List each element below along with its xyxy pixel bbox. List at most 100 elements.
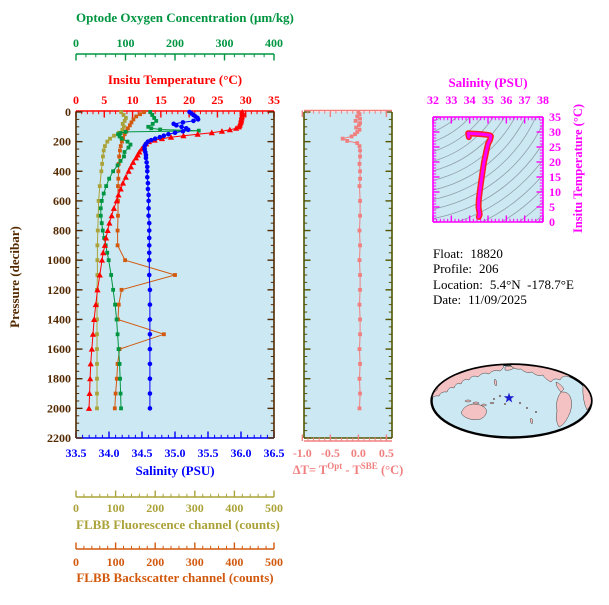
oxygen-series (98, 110, 201, 411)
float-location-star (503, 392, 515, 403)
svg-text:200: 200 (166, 36, 184, 50)
fluorescence-axis-title: FLBB Fluorescence channel (counts) (76, 517, 280, 532)
fluorescence-axis: 0 100 200 300 400 500 (73, 490, 283, 515)
svg-text:500: 500 (265, 555, 283, 569)
svg-text:33: 33 (445, 93, 457, 107)
float-id-line: Float: 18820 (433, 246, 503, 261)
map-south-america (556, 391, 572, 428)
svg-text:15: 15 (549, 170, 561, 184)
svg-text:-0.5: -0.5 (321, 446, 340, 460)
svg-text:2200: 2200 (47, 431, 71, 445)
svg-text:38: 38 (537, 93, 549, 107)
map-central-america (555, 381, 565, 393)
svg-text:0: 0 (549, 215, 555, 229)
svg-text:30: 30 (549, 125, 561, 139)
svg-text:32: 32 (427, 93, 439, 107)
oxygen-axis: 0 100 200 300 400 (73, 36, 283, 61)
pressure-axis: 0 200 400 600 800 1000 1200 1400 1600 1800 2000 220… (47, 105, 275, 445)
ts-curve (465, 130, 494, 220)
svg-text:10: 10 (127, 93, 139, 107)
svg-text:35: 35 (268, 93, 280, 107)
svg-text:36.0: 36.0 (231, 446, 252, 460)
delta-frame (303, 111, 393, 439)
svg-text:100: 100 (107, 501, 125, 515)
svg-text:300: 300 (186, 501, 204, 515)
svg-text:500: 500 (265, 501, 283, 515)
svg-text:34.5: 34.5 (132, 446, 153, 460)
svg-text:5: 5 (549, 200, 555, 214)
svg-text:1800: 1800 (47, 372, 71, 386)
map-indonesia (464, 399, 472, 403)
map-pacific-island (503, 402, 507, 406)
svg-text:34.0: 34.0 (99, 446, 120, 460)
backscatter-axis-title: FLBB Backscatter channel (counts) (76, 570, 274, 585)
map-pacific-island (518, 401, 522, 405)
delta-t-axis-label: ΔT= TOpt - TSBE (°C) (292, 461, 404, 478)
delta-t-axis: -1.0 -0.5 0.0 0.5 (293, 109, 394, 460)
svg-text:15: 15 (155, 93, 167, 107)
svg-text:5: 5 (101, 93, 107, 107)
svg-text:0: 0 (73, 36, 79, 50)
map-pacific-island (492, 397, 496, 401)
map-indonesia (489, 401, 495, 405)
svg-text:300: 300 (186, 555, 204, 569)
map-africa-left (432, 373, 434, 384)
salinity-series (142, 109, 201, 411)
map-greenland (560, 365, 575, 371)
svg-text:400: 400 (53, 164, 71, 178)
map-pacific-island (534, 410, 538, 414)
map-alaska (504, 365, 515, 371)
salinity-axis: 33.5 34.0 34.5 35.0 35.5 36.0 36.5 (66, 431, 285, 460)
svg-text:0: 0 (73, 93, 79, 107)
svg-text:400: 400 (225, 555, 243, 569)
delta-t-series (340, 110, 362, 411)
svg-text:200: 200 (146, 501, 164, 515)
svg-text:35: 35 (549, 110, 561, 124)
svg-text:37: 37 (519, 93, 531, 107)
delta-plot-area (304, 112, 392, 438)
svg-text:30: 30 (240, 93, 252, 107)
map-new-zealand (529, 417, 534, 425)
svg-text:400: 400 (225, 501, 243, 515)
svg-text:100: 100 (117, 36, 135, 50)
svg-text:25: 25 (549, 140, 561, 154)
svg-text:2000: 2000 (47, 401, 71, 415)
svg-text:35.0: 35.0 (165, 446, 186, 460)
salinity-axis-title: Salinity (PSU) (135, 463, 215, 478)
svg-text:20: 20 (549, 155, 561, 169)
map-pacific-island (525, 406, 529, 410)
svg-text:200: 200 (146, 555, 164, 569)
svg-text:200: 200 (53, 135, 71, 149)
svg-text:0: 0 (73, 501, 79, 515)
fluorescence-series (95, 110, 128, 411)
map-japan (493, 378, 498, 387)
svg-text:35: 35 (482, 93, 494, 107)
svg-text:33.5: 33.5 (66, 446, 87, 460)
svg-text:1600: 1600 (47, 342, 71, 356)
svg-text:35.5: 35.5 (198, 446, 219, 460)
svg-text:1200: 1200 (47, 283, 71, 297)
svg-text:36: 36 (500, 93, 512, 107)
map-indonesia (472, 401, 480, 405)
svg-text:0.5: 0.5 (379, 446, 394, 460)
svg-text:36.5: 36.5 (264, 446, 285, 460)
map-australia (461, 403, 487, 420)
svg-text:0: 0 (73, 555, 79, 569)
map-pacific-island (498, 394, 502, 398)
svg-text:400: 400 (265, 36, 283, 50)
svg-text:1000: 1000 (47, 253, 71, 267)
location-line: Location: 5.4°N -178.7°E (433, 276, 574, 292)
svg-text:34: 34 (464, 93, 476, 107)
temperature-series (85, 108, 246, 411)
oxygen-axis-title: Optode Oxygen Concentration (μm/kg) (76, 10, 294, 25)
map-indonesia (481, 403, 487, 407)
svg-text:100: 100 (107, 555, 125, 569)
svg-text:10: 10 (549, 185, 561, 199)
svg-text:1400: 1400 (47, 312, 71, 326)
ts-salinity-axis-title: Salinity (PSU) (448, 75, 528, 90)
svg-text:-1.0: -1.0 (293, 446, 312, 460)
svg-text:800: 800 (53, 224, 71, 238)
